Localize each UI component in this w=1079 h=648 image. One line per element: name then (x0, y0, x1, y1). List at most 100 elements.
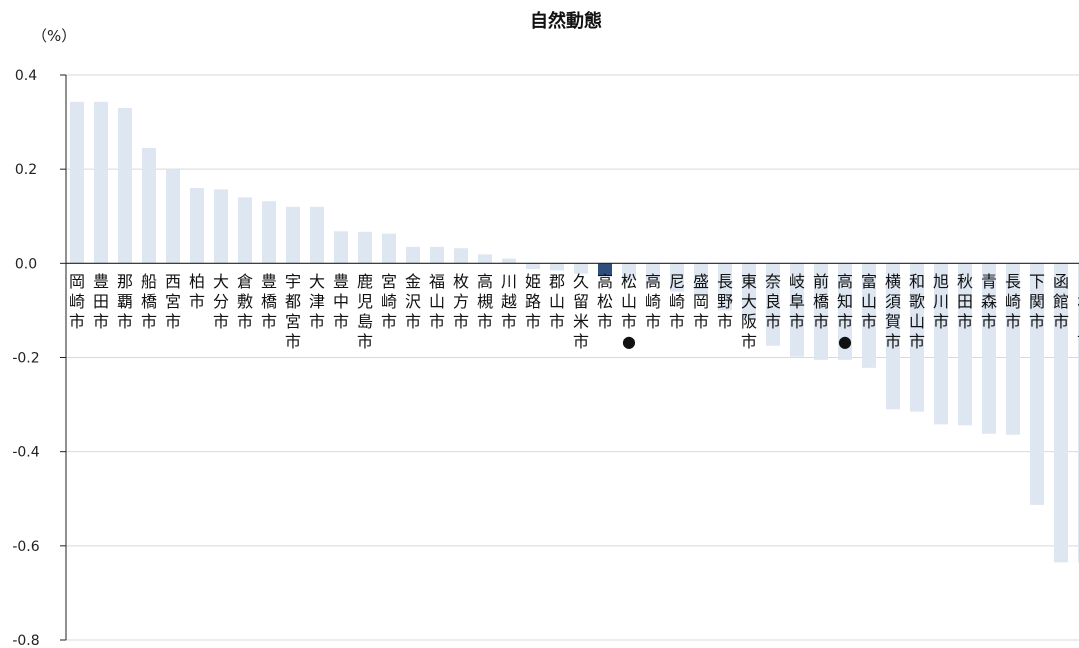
bar (454, 248, 468, 264)
bars (70, 101, 1079, 563)
y-tick-label: -0.6 (12, 539, 39, 555)
bar (670, 263, 684, 292)
category-label: 長崎市 (1005, 272, 1021, 331)
bar (262, 201, 276, 264)
category-label: 宇都宮市 (285, 272, 301, 351)
category-label: 西宮市 (165, 272, 181, 331)
bar (94, 101, 108, 264)
category-label: 富山市 (861, 272, 877, 331)
bar (238, 197, 252, 264)
category-label: 横須賀市 (885, 272, 901, 351)
category-label: 大分市 (213, 272, 229, 331)
category-marker: ● (838, 332, 852, 351)
category-label: 豊田市 (93, 272, 109, 331)
category-label: 青森市 (981, 272, 997, 331)
bar (598, 263, 612, 276)
bar (118, 107, 132, 264)
bar (910, 263, 924, 412)
bar (406, 246, 420, 264)
category-label: いわき市 (1077, 272, 1079, 351)
category-label: 枚方市 (453, 272, 469, 331)
category-label: 高知市 (837, 272, 853, 331)
category-label: 豊中市 (333, 272, 349, 331)
bar (478, 254, 492, 264)
bar (742, 263, 756, 320)
bar (382, 233, 396, 264)
bar (574, 263, 588, 274)
y-tick-label: 0.2 (15, 162, 37, 178)
category-label: 和歌山市 (909, 272, 925, 351)
category-label: 東大阪市 (741, 272, 757, 351)
bar (502, 258, 516, 264)
category-label: 郡山市 (549, 272, 565, 331)
bar (1054, 263, 1068, 563)
category-marker: ● (622, 332, 636, 351)
category-label: 鹿児島市 (357, 272, 373, 351)
bar (790, 263, 804, 357)
bar (310, 206, 324, 264)
axes (65, 75, 1079, 640)
category-label: 秋田市 (957, 272, 973, 331)
category-label: 金沢市 (405, 272, 421, 331)
bar (430, 246, 444, 264)
bar (190, 188, 204, 264)
chart-title: 自然動態 (530, 10, 602, 32)
bar (982, 263, 996, 434)
category-label: 旭川市 (933, 272, 949, 331)
bar (814, 263, 828, 360)
category-label: 盛岡市 (693, 272, 709, 331)
bar (334, 231, 348, 264)
bar (142, 147, 156, 264)
bar (70, 101, 84, 264)
category-label: 福山市 (429, 272, 445, 331)
category-label: 川越市 (501, 272, 517, 331)
y-tick-label: -0.2 (12, 351, 39, 367)
category-label: 松山市 (621, 272, 637, 331)
bar (718, 263, 732, 311)
bar (838, 263, 852, 360)
category-label: 那覇市 (117, 272, 133, 331)
category-label: 岐阜市 (789, 272, 805, 331)
y-tick-label: -0.8 (12, 633, 39, 648)
bar (646, 263, 660, 285)
y-tick-label: -0.4 (12, 445, 39, 461)
bar (1006, 263, 1020, 435)
category-label: 高崎市 (645, 272, 661, 331)
category-label: 前橋市 (813, 272, 829, 331)
y-tick-label: 0.4 (15, 68, 37, 84)
category-label: 高槻市 (477, 272, 493, 331)
bar (550, 263, 564, 271)
bar (694, 263, 708, 297)
y-tick-label: 0.0 (15, 256, 37, 272)
bar (862, 263, 876, 368)
category-label: 函館市 (1053, 272, 1069, 331)
bar (958, 263, 972, 426)
bar (886, 263, 900, 410)
bar (526, 263, 540, 269)
category-label: 尼崎市 (669, 272, 685, 331)
category-label: 宮崎市 (381, 272, 397, 331)
bar (214, 189, 228, 264)
category-label: 豊橋市 (261, 272, 277, 331)
category-label: 船橋市 (141, 272, 157, 331)
category-label: 柏市 (189, 272, 205, 311)
category-label: 奈良市 (765, 272, 781, 331)
category-label: 下関市 (1029, 272, 1045, 331)
category-labels: 岡崎市豊田市那覇市船橋市西宮市柏市大分市倉敷市豊橋市宇都宮市大津市豊中市鹿児島市… (69, 272, 1079, 351)
category-label: 久留米市 (573, 272, 589, 351)
bar (1030, 263, 1044, 505)
bar (358, 231, 372, 264)
category-label: 岡崎市 (69, 272, 85, 331)
category-label: 大津市 (309, 272, 325, 331)
gridlines (60, 74, 1079, 641)
bar (766, 263, 780, 346)
y-unit-label: （%） (32, 27, 76, 45)
category-label: 姫路市 (525, 272, 541, 331)
bar (934, 263, 948, 425)
bar (166, 169, 180, 264)
category-label: 倉敷市 (237, 272, 253, 331)
category-label: 長野市 (717, 272, 733, 331)
bar (286, 206, 300, 264)
bar (622, 263, 636, 280)
